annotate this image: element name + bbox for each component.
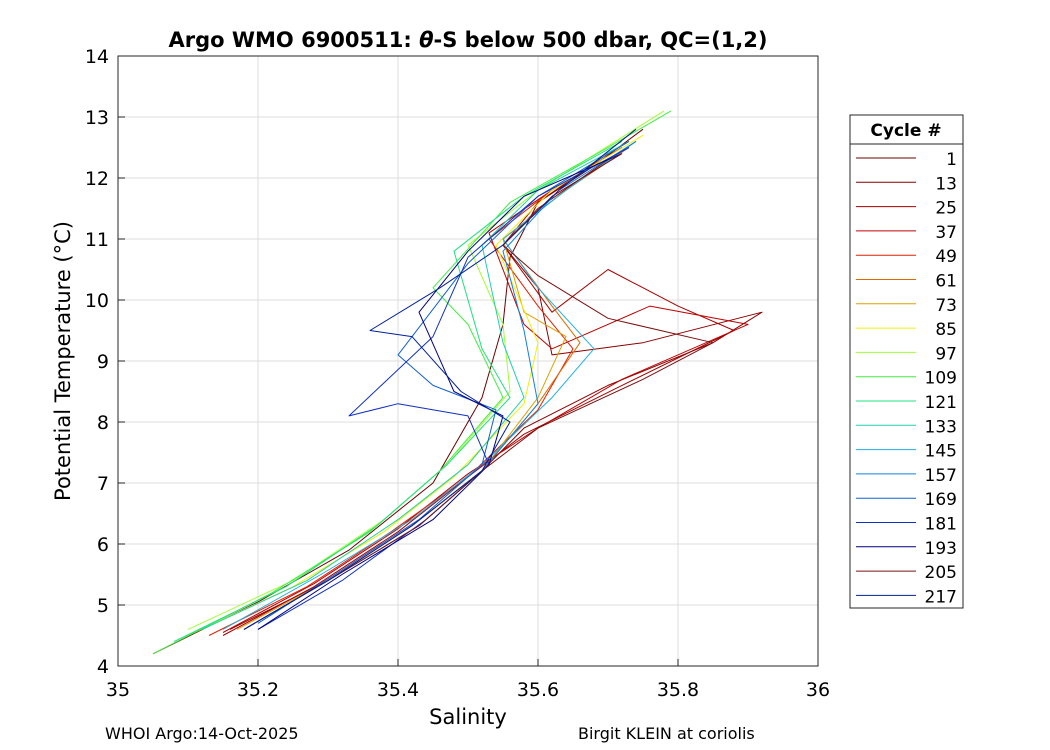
x-tick-label: 35.6 [517,679,559,701]
legend-label: 109 [925,369,957,389]
legend-label: 169 [925,490,957,510]
y-tick-label: 5 [97,595,109,617]
y-tick-label: 8 [97,412,109,434]
y-tick-label: 14 [85,46,109,68]
legend-label: 157 [925,466,957,486]
legend-entries: 1 13 25 37 49 61 73 85 97 109 121 133 145 157 169 181 19… [856,150,957,607]
chart-title: Argo WMO 6900511: θ-S below 500 dbar, QC… [168,28,767,52]
legend-label: 85 [935,320,957,340]
x-axis-label: Salinity [429,705,507,729]
series-line-cycle-217 [243,128,637,630]
legend-label: 181 [925,515,957,535]
legend-label: 217 [925,587,957,607]
series-line-cycle-193 [257,153,623,630]
legend-label: 193 [925,539,957,559]
legend-label: 13 [935,174,957,194]
series-line-cycle-49 [208,147,623,636]
x-axis-ticks: 35 35.2 35.4 35.6 35.8 36 [106,659,830,701]
x-tick-label: 35.8 [657,679,699,701]
legend: Cycle # 1 13 25 37 49 61 73 85 97 109 121 133 145 157… [849,114,964,609]
legend-label: 1 [946,150,957,170]
y-axis-label: Potential Temperature (°C) [51,221,75,501]
y-tick-label: 12 [85,168,109,190]
x-tick-label: 35.4 [377,679,419,701]
legend-label: 61 [935,272,957,292]
legend-title: Cycle # [870,121,941,141]
y-tick-label: 4 [97,656,109,678]
legend-label: 133 [925,417,957,437]
y-axis-ticks: 4 5 6 7 8 9 10 11 12 13 14 [85,46,125,678]
series-line-cycle-169 [257,140,630,624]
y-tick-label: 9 [97,351,109,373]
series-line-cycle-85 [187,134,644,636]
x-tick-label: 36 [806,679,830,701]
y-tick-label: 13 [85,107,109,129]
y-tick-label: 6 [97,534,109,556]
legend-label: 205 [925,563,957,583]
legend-label: 97 [935,344,957,364]
y-tick-label: 11 [85,229,109,251]
y-tick-label: 10 [85,290,109,312]
legend-label: 25 [935,199,957,219]
series-line-cycle-121 [173,140,623,643]
series-line-cycle-133 [201,140,630,630]
series-line-cycle-37 [222,147,749,633]
footer-credit: Birgit KLEIN at coriolis [578,724,755,743]
legend-label: 37 [935,223,957,243]
series-line-cycle-181 [257,147,630,630]
series-line-cycle-109 [152,110,672,655]
x-tick-label: 35 [106,679,130,701]
y-tick-label: 7 [97,473,109,495]
legend-label: 73 [935,296,957,316]
legend-box [849,114,964,609]
legend-label: 145 [925,442,957,462]
series-layer [152,110,763,655]
legend-label: 121 [925,393,957,413]
legend-label: 49 [935,247,957,267]
footer-date: WHOI Argo:14-Oct-2025 [105,724,299,743]
x-tick-label: 35.2 [237,679,279,701]
